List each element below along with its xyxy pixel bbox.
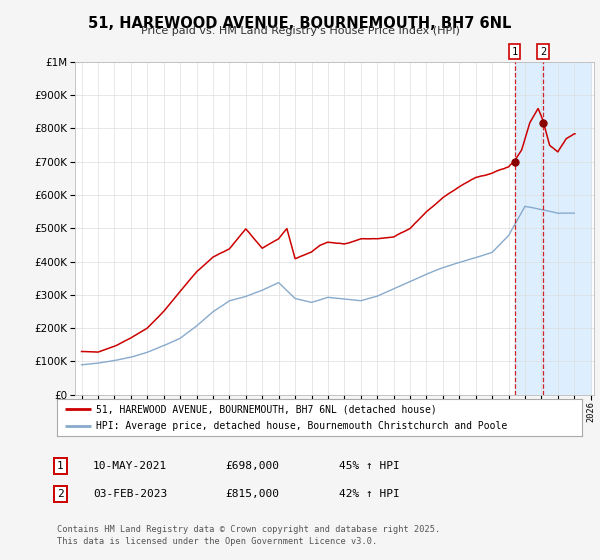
Bar [515,62,591,395]
Text: 42% ↑ HPI: 42% ↑ HPI [339,489,400,499]
Text: 10-MAY-2021: 10-MAY-2021 [93,461,167,471]
Text: Contains HM Land Registry data © Crown copyright and database right 2025.
This d: Contains HM Land Registry data © Crown c… [57,525,440,546]
Text: 2: 2 [57,489,64,499]
Text: HPI: Average price, detached house, Bournemouth Christchurch and Poole: HPI: Average price, detached house, Bour… [97,421,508,431]
Text: 1: 1 [511,46,518,57]
Text: £815,000: £815,000 [225,489,279,499]
Text: 51, HAREWOOD AVENUE, BOURNEMOUTH, BH7 6NL: 51, HAREWOOD AVENUE, BOURNEMOUTH, BH7 6N… [88,16,512,31]
Text: 45% ↑ HPI: 45% ↑ HPI [339,461,400,471]
Text: Price paid vs. HM Land Registry's House Price Index (HPI): Price paid vs. HM Land Registry's House … [140,26,460,36]
Text: £698,000: £698,000 [225,461,279,471]
Text: 51, HAREWOOD AVENUE, BOURNEMOUTH, BH7 6NL (detached house): 51, HAREWOOD AVENUE, BOURNEMOUTH, BH7 6N… [97,404,437,414]
Text: 1: 1 [57,461,64,471]
Text: 2: 2 [540,46,546,57]
Text: 03-FEB-2023: 03-FEB-2023 [93,489,167,499]
